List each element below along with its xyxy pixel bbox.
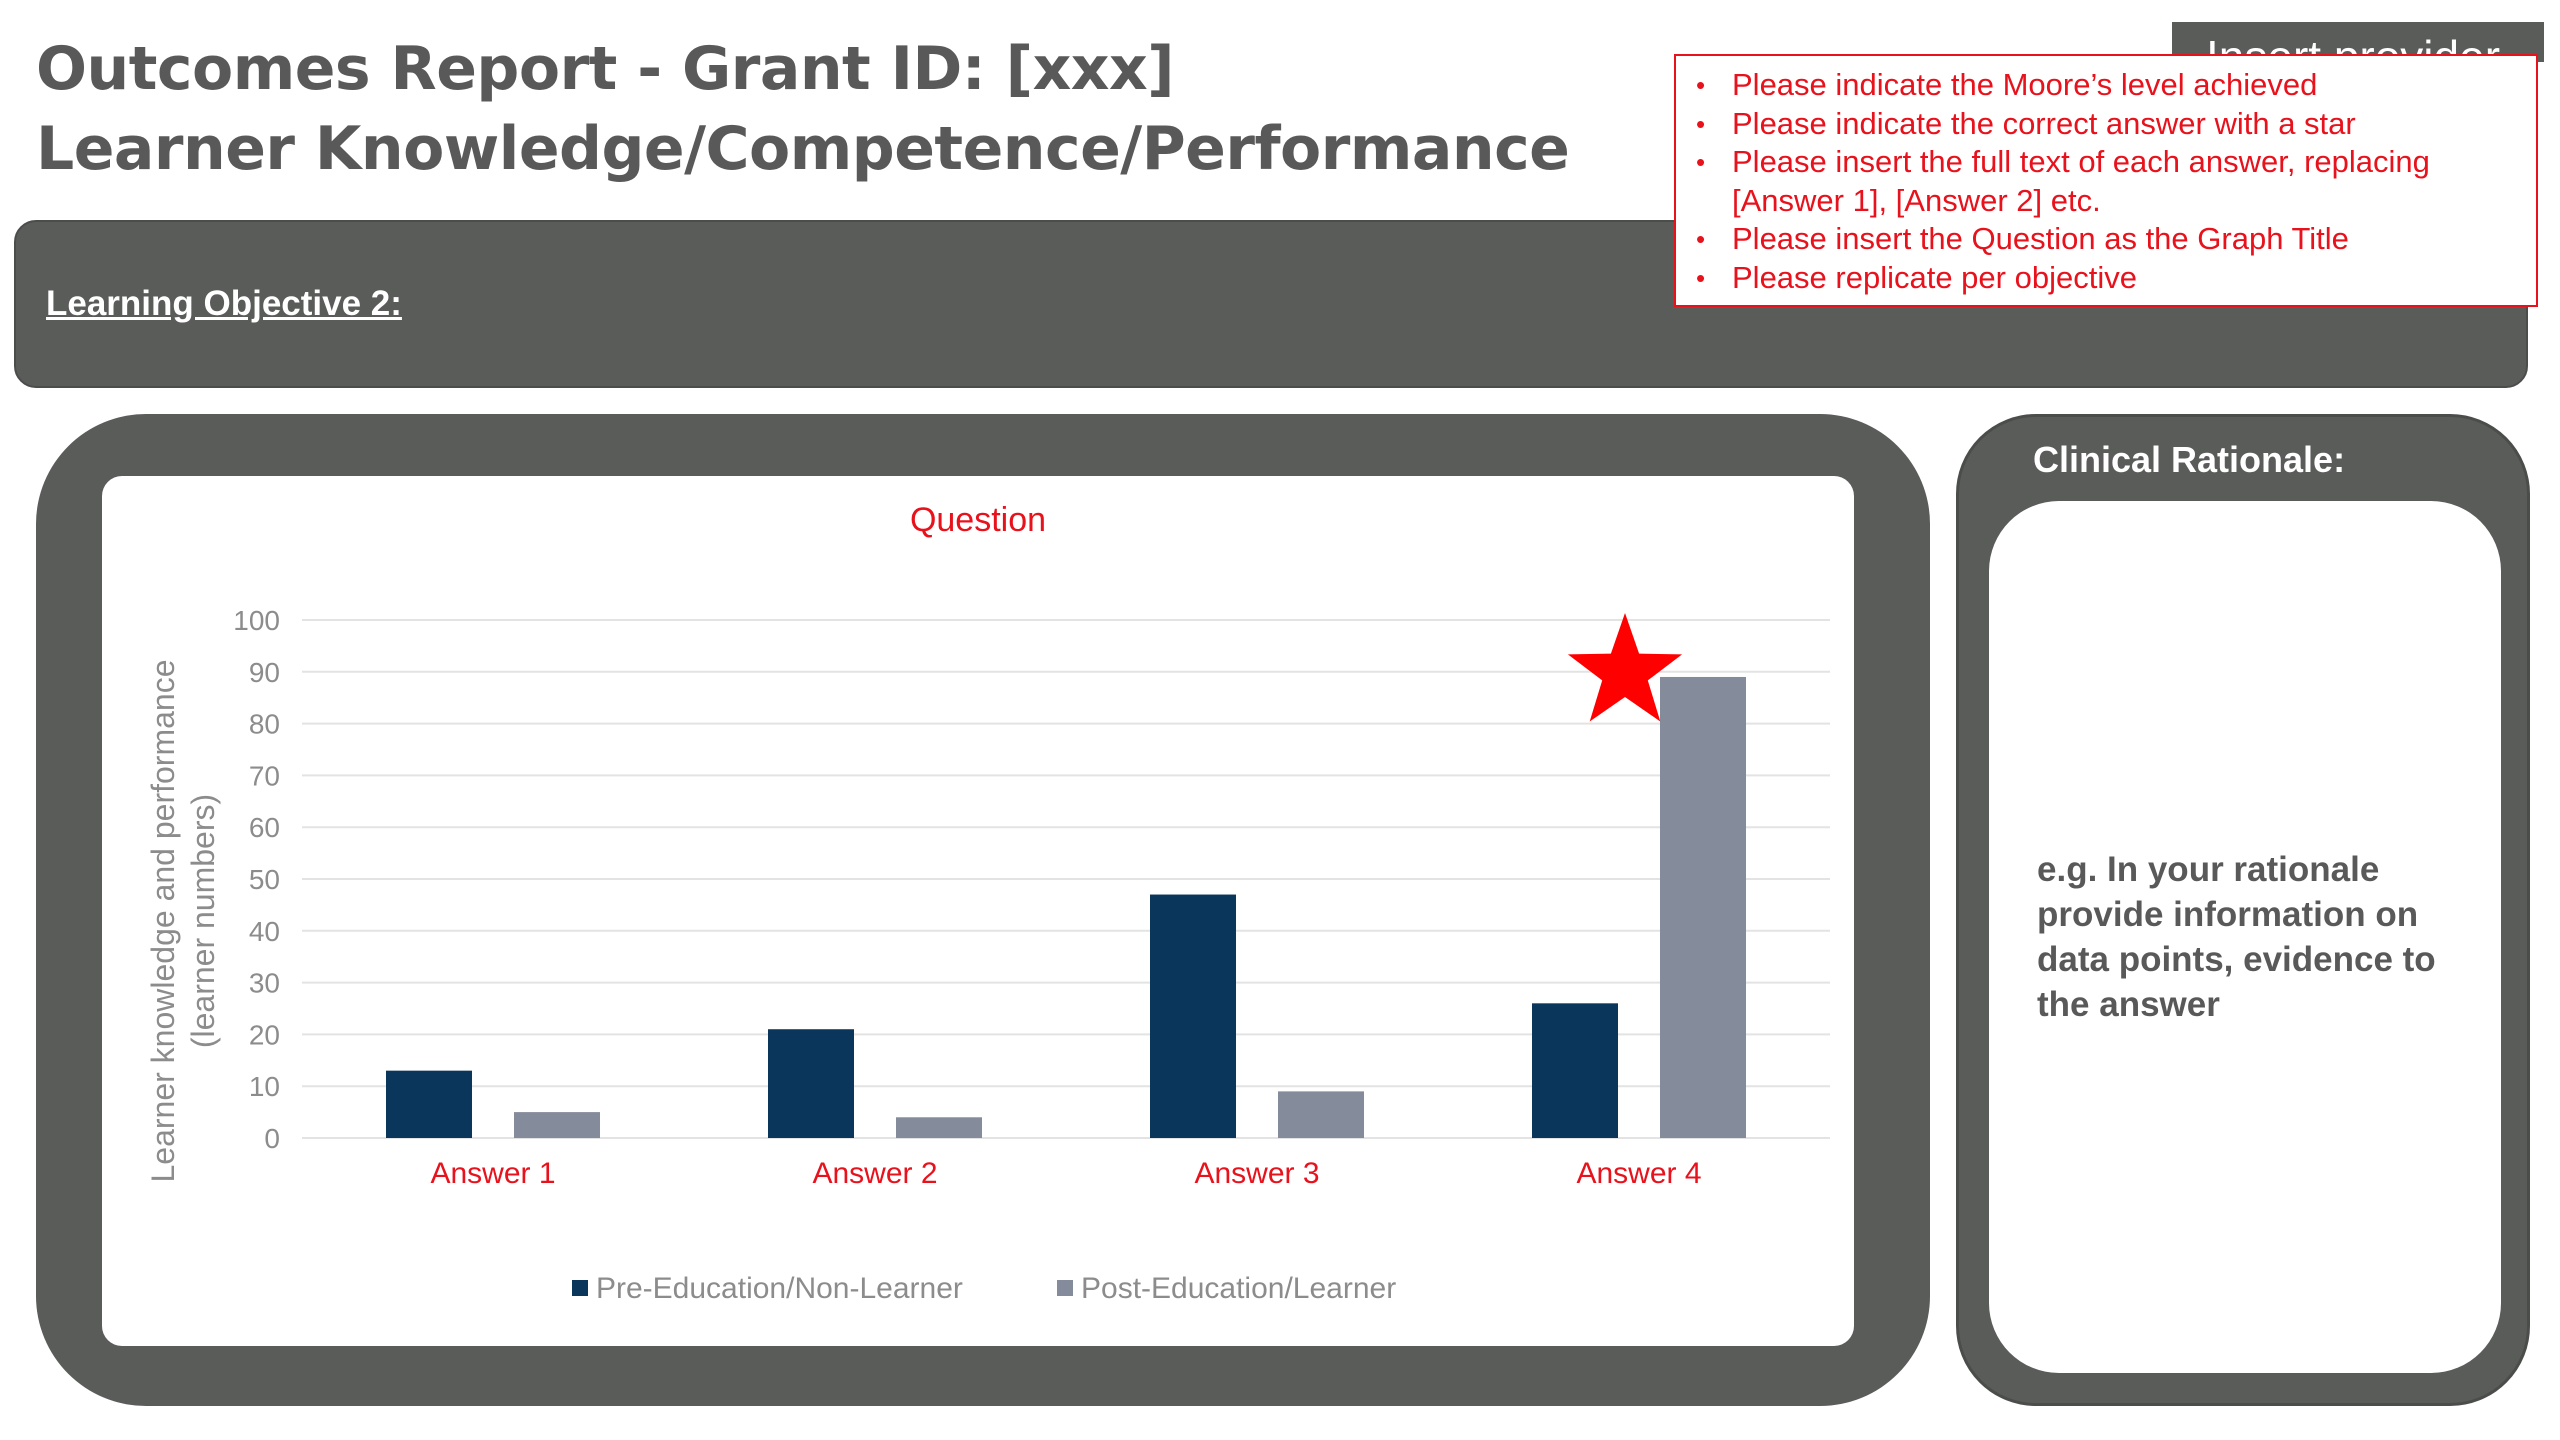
y-tick-label: 10 xyxy=(249,1071,280,1102)
chart-title: Question xyxy=(910,501,1046,539)
y-tick-label: 40 xyxy=(249,916,280,947)
objective-label: Learning Objective 2: xyxy=(46,284,402,323)
y-tick-label: 30 xyxy=(249,968,280,999)
bar-post-4 xyxy=(1660,676,1746,1138)
bar-pre-3 xyxy=(1150,894,1236,1138)
rationale-text: e.g. In your rationale provide informati… xyxy=(2037,850,2436,1024)
instruction-item: Please insert the full text of each answ… xyxy=(1676,143,2536,220)
report-title: Outcomes Report - Grant ID: [xxx] xyxy=(36,34,1175,104)
legend-label: Post-Education/Learner xyxy=(1081,1272,1396,1305)
instructions-box: Please indicate the Moore’s level achiev… xyxy=(1674,54,2538,307)
x-category-label: Answer 3 xyxy=(1194,1157,1319,1190)
bar-post-3 xyxy=(1278,1091,1364,1138)
rationale-heading: Clinical Rationale: xyxy=(2033,439,2346,480)
y-tick-label: 100 xyxy=(233,605,280,636)
instruction-item: Please indicate the correct answer with … xyxy=(1676,105,2536,144)
instructions-list: Please indicate the Moore’s level achiev… xyxy=(1676,66,2536,297)
star-icon xyxy=(1567,613,1683,722)
instruction-item: Please replicate per objective xyxy=(1676,259,2536,298)
chart-panel: Question 0 10 20 30 40 50 60 70 80 90 100 Learner kn… xyxy=(102,476,1854,1346)
y-tick-label: 80 xyxy=(249,709,280,740)
x-category-label: Answer 4 xyxy=(1576,1157,1701,1190)
legend-swatch-post xyxy=(1057,1280,1073,1296)
legend-swatch-pre xyxy=(572,1280,588,1296)
bar-pre-1 xyxy=(386,1070,472,1138)
bar-pre-2 xyxy=(768,1029,854,1138)
x-category-label: Answer 2 xyxy=(812,1157,937,1190)
legend-label: Pre-Education/Non-Learner xyxy=(596,1272,963,1305)
y-tick-label: 60 xyxy=(249,812,280,843)
bar-chart: Question 0 10 20 30 40 50 60 70 80 90 100 Learner kn… xyxy=(145,501,1830,1305)
chart-frame: Question 0 10 20 30 40 50 60 70 80 90 100 Learner kn… xyxy=(36,414,1930,1406)
rationale-frame: Clinical Rationale: e.g. In your rationa… xyxy=(1956,414,2530,1406)
y-tick-label: 20 xyxy=(249,1019,280,1050)
x-category-label: Answer 1 xyxy=(430,1157,555,1190)
rationale-panel: e.g. In your rationale provide informati… xyxy=(1989,501,2501,1373)
y-tick-label: 0 xyxy=(264,1123,280,1154)
y-tick-label: 70 xyxy=(249,760,280,791)
y-tick-label: 50 xyxy=(249,864,280,895)
bar-post-2 xyxy=(896,1117,982,1138)
y-tick-label: 90 xyxy=(249,657,280,688)
report-subtitle: Learner Knowledge/Competence/Performance xyxy=(36,114,1570,184)
instruction-item: Please indicate the Moore’s level achiev… xyxy=(1676,66,2536,105)
y-axis-title: (learner numbers) xyxy=(185,794,221,1048)
bar-post-1 xyxy=(514,1112,600,1138)
bar-pre-4 xyxy=(1532,1003,1618,1138)
y-axis-title: Learner knowledge and performance xyxy=(145,660,181,1183)
instruction-item: Please insert the Question as the Graph … xyxy=(1676,220,2536,259)
